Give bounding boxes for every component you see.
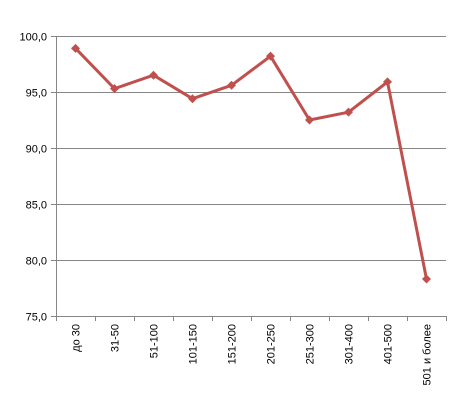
- data-point: [149, 70, 158, 80]
- data-point: [383, 77, 392, 87]
- x-tick-label: 151-200: [227, 324, 239, 364]
- y-tick-label: 100,0: [19, 32, 47, 44]
- x-tick-label: 501 и более: [422, 324, 434, 385]
- x-tick-label: 401-500: [383, 324, 395, 364]
- axes: [51, 36, 447, 321]
- y-tick-label: 75,0: [26, 312, 47, 324]
- x-tick-label: 51-100: [149, 324, 161, 358]
- y-tick-label: 95,0: [26, 88, 47, 100]
- y-axis-tick-labels: 75,0 80,0 85,0 90,0 95,0 100,0: [19, 32, 47, 324]
- x-tick-label: 201-250: [266, 324, 278, 364]
- data-point: [71, 43, 80, 53]
- x-tick-label: 31-50: [110, 324, 122, 352]
- y-tick-label: 80,0: [26, 256, 47, 268]
- y-tick-label: 90,0: [26, 144, 47, 156]
- data-point: [344, 107, 353, 117]
- x-tick-label: 301-400: [344, 324, 356, 364]
- data-point: [305, 115, 314, 125]
- series: [71, 43, 431, 284]
- data-point: [422, 274, 431, 284]
- x-axis-tick-labels: до 30 31-50 51-100 101-150 151-200 201-250 251…: [71, 324, 434, 385]
- gridlines: [56, 36, 446, 261]
- series-line: [74, 46, 428, 281]
- x-tick-label: до 30: [71, 324, 83, 352]
- y-tick-label: 85,0: [26, 200, 47, 212]
- x-tick-label: 251-300: [305, 324, 317, 364]
- data-point: [227, 80, 236, 90]
- data-point: [188, 94, 197, 104]
- x-tick-label: 101-150: [188, 324, 200, 364]
- data-point: [110, 84, 119, 94]
- data-point: [266, 51, 275, 61]
